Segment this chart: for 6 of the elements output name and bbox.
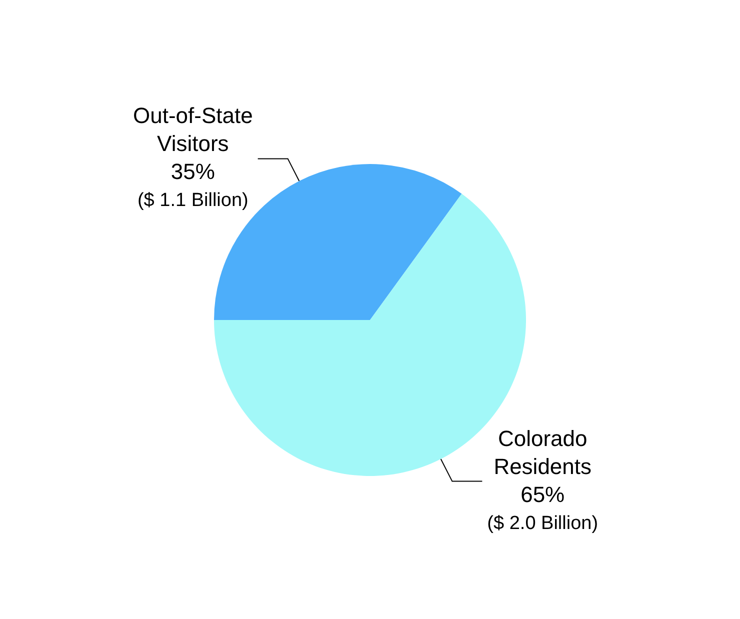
data-label: 65% [520,482,565,507]
slice-label: Out-of-State Visitors [132,103,253,156]
slice-label: Colorado Residents [494,426,592,479]
text: ($ 1.1 Billion) [137,190,248,212]
text: ($ 2.0 Billion) [487,512,598,534]
data-label: 35% [170,159,215,184]
